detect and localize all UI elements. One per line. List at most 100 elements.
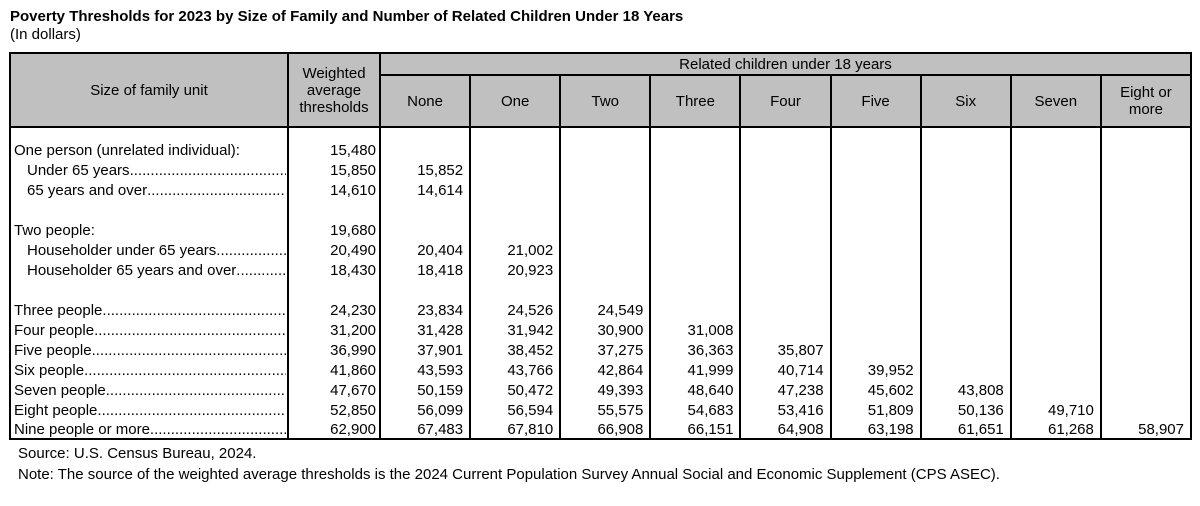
- row-label: One person (unrelated individual):: [14, 142, 240, 159]
- cell-family-size: Six people..............................…: [9, 359, 289, 379]
- cell-weighted-average: [287, 199, 381, 219]
- column-header: Seven: [1009, 74, 1102, 128]
- cell-child-count: [1009, 279, 1102, 299]
- cell-family-size: Two people:: [9, 219, 289, 239]
- cell-child-count: 61,651: [919, 419, 1012, 439]
- table-body: One person (unrelated individual): 15,480…: [9, 127, 1193, 439]
- cell-family-size: Eight people............................…: [9, 399, 289, 419]
- cell-child-count: [739, 259, 832, 279]
- cell-child-count: [649, 127, 742, 139]
- cell-child-count: 58,907: [1099, 419, 1193, 439]
- cell-child-count: 38,452: [469, 339, 562, 359]
- weighted-average-header: Weighted average thresholds: [287, 52, 381, 128]
- cell-child-count: 48,640: [649, 379, 742, 399]
- cell-family-size: Under 65 years..........................…: [9, 159, 289, 179]
- cell-child-count: 14,614: [378, 179, 472, 199]
- cell-child-count: [1099, 159, 1193, 179]
- cell-child-count: 50,136: [919, 399, 1012, 419]
- cell-child-count: [1009, 179, 1102, 199]
- cell-weighted-average: 31,200: [287, 319, 381, 339]
- dot-leader: ........................................…: [102, 302, 286, 319]
- cell-child-count: [739, 199, 832, 219]
- table-row: One person (unrelated individual): 15,480: [9, 139, 1193, 159]
- cell-child-count: [1099, 399, 1193, 419]
- corner-header: Size of family unit: [9, 52, 289, 128]
- column-header: Six: [919, 74, 1012, 128]
- row-label: Under 65 years: [27, 162, 130, 179]
- dot-leader: ........................................…: [149, 421, 286, 438]
- cell-child-count: [1009, 339, 1102, 359]
- cell-child-count: [919, 359, 1012, 379]
- cell-child-count: [829, 199, 922, 219]
- table-row: Two people: 19,680: [9, 219, 1193, 239]
- column-header: One: [469, 74, 562, 128]
- table-row: Six people..............................…: [9, 359, 1193, 379]
- cell-child-count: [1009, 379, 1102, 399]
- cell-child-count: [1009, 359, 1102, 379]
- cell-child-count: 53,416: [739, 399, 832, 419]
- source-line: Source: U.S. Census Bureau, 2024.: [18, 445, 257, 462]
- cell-child-count: [829, 127, 922, 139]
- cell-child-count: 15,852: [378, 159, 472, 179]
- row-label: Nine people or more: [14, 421, 150, 438]
- column-header: Eight or more: [1099, 74, 1193, 128]
- column-header: Two: [559, 74, 652, 128]
- cell-weighted-average: [287, 279, 381, 299]
- dot-leader: ........................................…: [129, 162, 286, 179]
- cell-child-count: [1009, 139, 1102, 159]
- cell-child-count: 49,710: [1009, 399, 1102, 419]
- cell-child-count: 42,864: [559, 359, 652, 379]
- cell-weighted-average: 52,850: [287, 399, 381, 419]
- table-row: Eight people............................…: [9, 399, 1193, 419]
- cell-weighted-average: 18,430: [287, 259, 381, 279]
- cell-child-count: [469, 279, 562, 299]
- table-row: Householder under 65 years..............…: [9, 239, 1193, 259]
- cell-child-count: [739, 179, 832, 199]
- cell-child-count: [469, 127, 562, 139]
- cell-child-count: [378, 199, 472, 219]
- cell-child-count: 20,404: [378, 239, 472, 259]
- cell-family-size: [9, 127, 289, 139]
- cell-child-count: 43,808: [919, 379, 1012, 399]
- table-row: Under 65 years..........................…: [9, 159, 1193, 179]
- cell-child-count: [919, 127, 1012, 139]
- cell-weighted-average: 20,490: [287, 239, 381, 259]
- cell-child-count: [829, 319, 922, 339]
- cell-child-count: 56,594: [469, 399, 562, 419]
- row-label: Householder under 65 years: [27, 242, 217, 259]
- dot-leader: ........................................…: [91, 342, 286, 359]
- thresholds-table: Size of family unit Weighted average thr…: [9, 52, 1193, 440]
- cell-child-count: [829, 239, 922, 259]
- cell-child-count: [919, 159, 1012, 179]
- cell-child-count: 36,363: [649, 339, 742, 359]
- dot-leader: ........................................…: [84, 362, 286, 379]
- cell-child-count: [649, 279, 742, 299]
- cell-child-count: [1009, 127, 1102, 139]
- row-label: Four people: [14, 322, 95, 339]
- cell-child-count: [1099, 219, 1193, 239]
- table-header: Size of family unit Weighted average thr…: [9, 52, 1193, 128]
- cell-child-count: 18,418: [378, 259, 472, 279]
- cell-child-count: [739, 159, 832, 179]
- cell-child-count: [1099, 319, 1193, 339]
- column-header: Five: [829, 74, 922, 128]
- cell-child-count: [1009, 319, 1102, 339]
- spacer-row: [9, 279, 1193, 299]
- cell-child-count: [919, 299, 1012, 319]
- cell-child-count: 54,683: [649, 399, 742, 419]
- column-header: Four: [739, 74, 832, 128]
- cell-child-count: [649, 179, 742, 199]
- cell-child-count: 20,923: [469, 259, 562, 279]
- cell-child-count: [829, 179, 922, 199]
- column-header: None: [378, 74, 472, 128]
- table-row: Nine people or more.....................…: [9, 419, 1193, 439]
- cell-child-count: 51,809: [829, 399, 922, 419]
- table-row: Five people.............................…: [9, 339, 1193, 359]
- table-row: 65 years and over.......................…: [9, 179, 1193, 199]
- cell-child-count: [919, 199, 1012, 219]
- row-label: Householder 65 years and over: [27, 262, 237, 279]
- cell-child-count: [378, 219, 472, 239]
- cell-child-count: [1099, 359, 1193, 379]
- cell-child-count: 55,575: [559, 399, 652, 419]
- row-label: 65 years and over: [27, 182, 148, 199]
